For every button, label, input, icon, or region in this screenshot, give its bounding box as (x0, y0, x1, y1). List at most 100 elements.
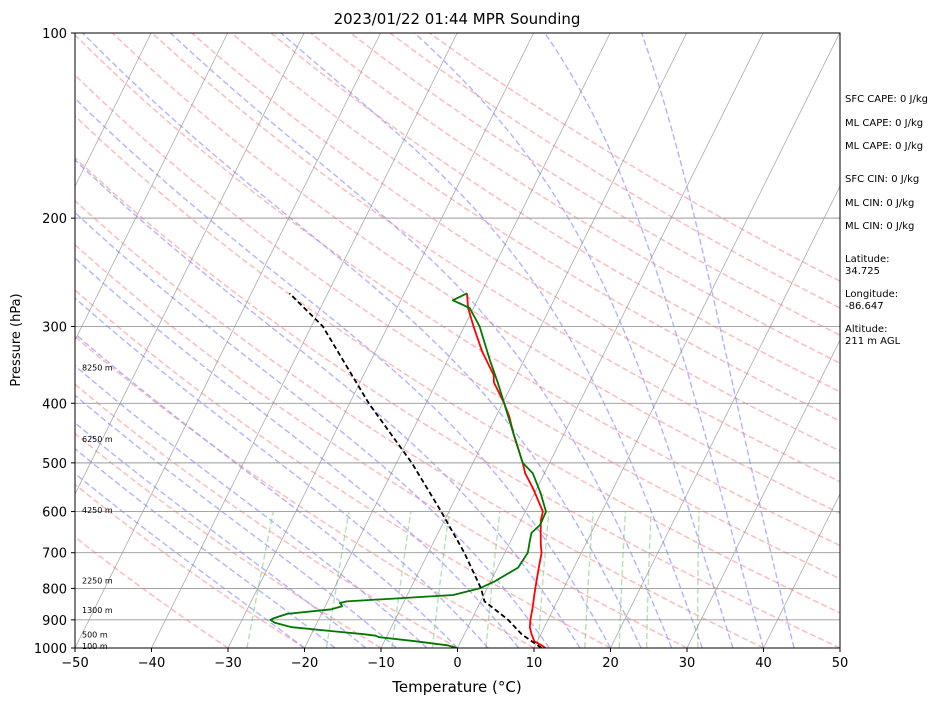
y-tick-label: 900 (42, 614, 67, 629)
dry-adiabat (75, 243, 688, 648)
longitude-label: Longitude: (845, 289, 899, 300)
dry-adiabat (75, 335, 535, 648)
moist-adiabat (414, 33, 734, 648)
dry-adiabat (75, 432, 382, 648)
height-labels: 100 m 500 m 1300 m 2250 m 4250 m 6250 m 8250 m (82, 364, 113, 652)
dry-adiabat (75, 199, 764, 648)
x-tick-label: −20 (291, 656, 318, 671)
latitude-label: Latitude: (845, 254, 890, 265)
moist-adiabat (544, 33, 765, 648)
x-tick-label: 40 (755, 656, 772, 671)
isotherm (75, 33, 382, 648)
dry-adiabat (75, 289, 611, 648)
grid-layer (75, 33, 840, 648)
sfc-cape-text: SFC CAPE: 0 J/kg (845, 94, 928, 105)
mixing-ratio-line (618, 511, 627, 648)
x-tick-label: −10 (367, 656, 394, 671)
ml-cape-text: ML CAPE: 0 J/kg (845, 118, 924, 129)
isotherm (227, 33, 535, 648)
dry-adiabat (75, 74, 840, 580)
moist-adiabat (75, 394, 397, 648)
height-label: 1300 m (82, 606, 113, 615)
moist-adiabat (75, 447, 336, 648)
y-tick-label: 700 (42, 547, 67, 562)
dewpoint-profile-line (269, 292, 547, 648)
dry-adiabat (230, 33, 840, 422)
dry-adiabat (191, 33, 840, 452)
y-axis-label: Pressure (hPa) (9, 293, 24, 386)
chart-title: 2023/01/22 01:44 MPR Sounding (334, 10, 581, 28)
height-label: 2250 m (82, 577, 113, 586)
height-label: 100 m (82, 642, 108, 651)
dry-adiabat (112, 33, 840, 515)
x-axis-label: Temperature (°C) (391, 678, 521, 696)
moist-adiabat (280, 33, 703, 648)
x-tick-label: 20 (602, 656, 619, 671)
ml-cape-text-2: ML CAPE: 0 J/kg (845, 141, 924, 152)
height-label: 6250 m (82, 435, 113, 444)
x-tick-label: 0 (453, 656, 461, 671)
y-tick-label: 600 (42, 506, 67, 521)
sfc-cin-text: SFC CIN: 0 J/kg (845, 174, 920, 185)
moist-adiabat (75, 364, 428, 648)
moist-adiabat (75, 159, 581, 648)
dry-adiabat (310, 33, 840, 364)
x-tick-label: −30 (214, 656, 241, 671)
y-tick-label: 200 (42, 212, 67, 227)
isotherm (380, 33, 688, 648)
isotherm (75, 33, 305, 495)
x-tick-label: −40 (138, 656, 165, 671)
y-tick-label: 300 (42, 320, 67, 335)
dry-adiabat (75, 156, 840, 648)
altitude-value: 211 m AGL (845, 336, 901, 347)
series-layer (269, 292, 547, 648)
isotherm (304, 33, 611, 648)
moist-adiabat (75, 211, 550, 648)
moist-adiabat (640, 33, 795, 648)
y-tick-label: 1000 (34, 642, 67, 657)
y-tick-label: 800 (42, 582, 67, 597)
altitude-label: Altitude: (845, 324, 888, 335)
temperature-profile-line (466, 293, 547, 648)
moist-adiabat (75, 257, 520, 648)
latitude-value: 34.725 (845, 266, 880, 277)
x-tick-label: −50 (61, 656, 88, 671)
mixing-ratio-line (645, 511, 652, 648)
y-tick-label: 400 (42, 397, 67, 412)
dry-adiabat (75, 115, 840, 614)
moist-adiabat (169, 33, 673, 648)
ml-cin-text-2: ML CIN: 0 J/kg (845, 221, 915, 232)
isotherm (457, 33, 764, 648)
longitude-value: -86.647 (845, 301, 884, 312)
ml-cin-text: ML CIN: 0 J/kg (845, 198, 915, 209)
dry-adiabat (349, 33, 840, 337)
x-tick-label: 10 (526, 656, 543, 671)
y-tick-label: 500 (42, 457, 67, 472)
height-label: 4250 m (82, 506, 113, 515)
dry-adiabat (75, 383, 458, 648)
moist-adiabat (75, 472, 305, 648)
isotherm (763, 493, 840, 648)
x-tick-label: 30 (679, 656, 696, 671)
moist-adiabat (82, 33, 642, 648)
axis-layer: −50 −40 −30 −20 −10 0 10 20 30 40 50 100 200 300 400 50… (34, 27, 848, 671)
mixing-ratio-line (431, 511, 450, 648)
dry-adiabat (75, 536, 229, 648)
isotherm (75, 33, 229, 342)
isotherm (610, 185, 840, 648)
dry-adiabat (151, 33, 840, 483)
moist-adiabat (75, 97, 612, 648)
height-label: 8250 m (82, 364, 113, 373)
parcel-profile-line (288, 292, 543, 648)
x-tick-label: 50 (832, 656, 849, 671)
moist-adiabat (75, 332, 458, 648)
dry-adiabat (389, 33, 840, 309)
y-tick-label: 100 (42, 27, 67, 42)
moist-adiabat (75, 421, 367, 648)
dry-adiabat (270, 33, 840, 393)
isotherm (75, 33, 152, 188)
mixing-ratio-line (325, 511, 350, 648)
mixing-ratio-line (246, 511, 275, 648)
dry-adiabat (75, 483, 305, 648)
